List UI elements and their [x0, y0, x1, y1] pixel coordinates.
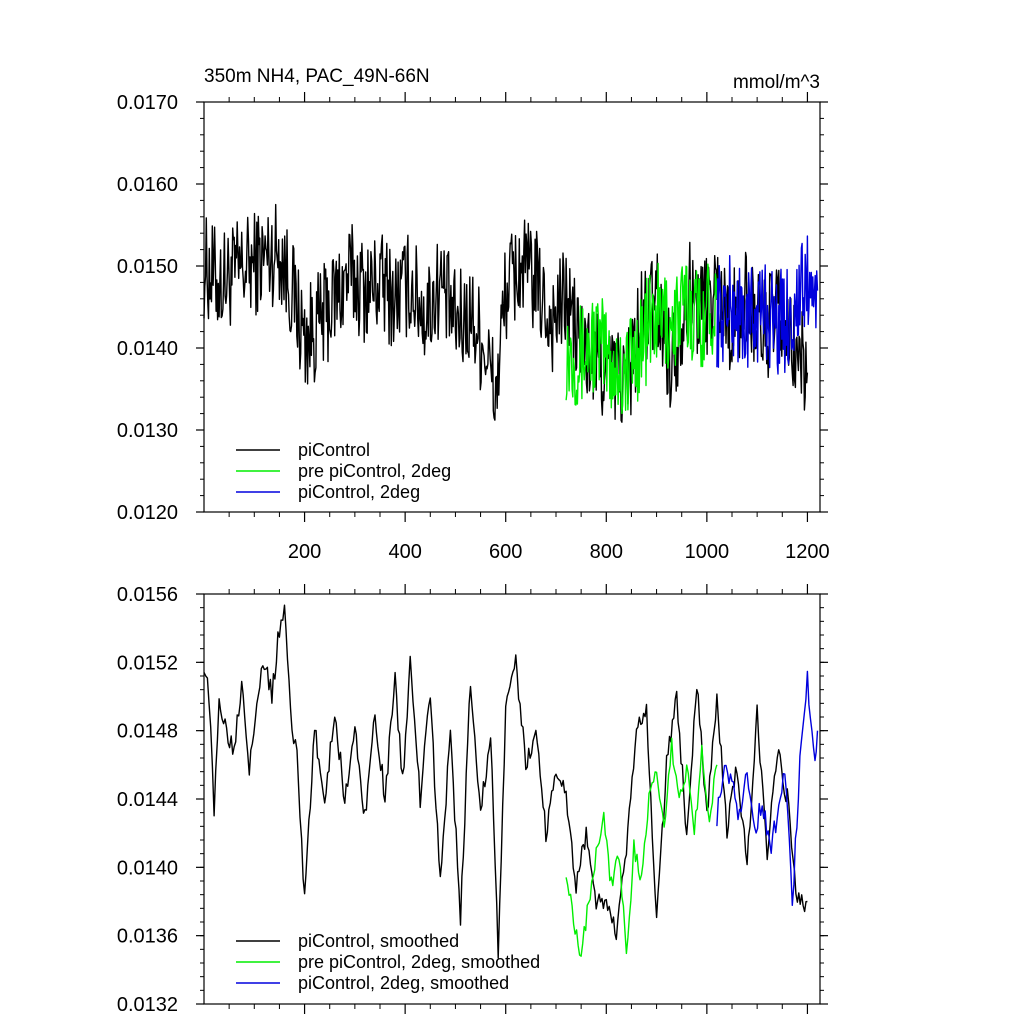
- y-tick-label: 0.0170: [117, 92, 178, 114]
- series-line-1: [565, 262, 718, 415]
- y-tick-label: 0.0152: [117, 652, 178, 674]
- x-tick-label: 200: [288, 541, 321, 563]
- series-line-1: [565, 737, 718, 957]
- y-tick-label: 0.0132: [117, 994, 178, 1016]
- top-panel: 350m NH4, PAC_49N-66N mmol/m^3 0.01700.0…: [117, 66, 830, 563]
- bottom-panel: 0.0156 0.0152 0.0148 0.0144 0.0140 0.0136 0.01…: [117, 584, 828, 1016]
- legend-label: pre piControl, 2deg: [298, 461, 451, 481]
- x-tick-label: 1000: [685, 541, 730, 563]
- bottom-plot-frame: [203, 593, 821, 1005]
- legend-label: piControl, 2deg, smoothed: [298, 973, 509, 993]
- bottom-x-axis: [228, 584, 809, 1014]
- y-tick-label: 0.0150: [117, 256, 178, 278]
- x-tick-label: 800: [590, 541, 623, 563]
- legend-label: pre piControl, 2deg, smoothed: [298, 952, 540, 972]
- top-x-axis: 200 400 600 800 1000 1200: [228, 92, 830, 563]
- top-series-group: [203, 203, 819, 423]
- y-tick-label: 0.0140: [117, 857, 178, 879]
- legend-label: piControl, 2deg: [298, 482, 420, 502]
- y-tick-label: 0.0156: [117, 584, 178, 606]
- x-tick-label: 400: [388, 541, 421, 563]
- bottom-y-axis: 0.0156 0.0152 0.0148 0.0144 0.0140 0.0136 0.01…: [117, 584, 828, 1016]
- x-tick-label: 1200: [785, 541, 830, 563]
- x-tick-label: 600: [489, 541, 522, 563]
- chart-title: 350m NH4, PAC_49N-66N: [204, 66, 430, 87]
- series-line-2: [716, 670, 819, 906]
- y-tick-label: 0.0120: [117, 502, 178, 524]
- legend-label: piControl: [298, 440, 370, 460]
- y-tick-label: 0.0140: [117, 338, 178, 360]
- y-tick-label: 0.0160: [117, 174, 178, 196]
- y-tick-label: 0.0148: [117, 721, 178, 743]
- legend-label: piControl, smoothed: [298, 931, 459, 951]
- bottom-series-group: [203, 604, 819, 959]
- series-line-0: [203, 203, 809, 423]
- y-tick-label: 0.0136: [117, 926, 178, 948]
- series-line-2: [716, 235, 819, 375]
- series-line-0: [203, 604, 808, 959]
- units-label: mmol/m^3: [733, 72, 820, 93]
- y-tick-label: 0.0144: [117, 789, 178, 811]
- top-y-axis: 0.0170 0.0160 0.0150 0.0140 0.0130 0.0120: [117, 92, 828, 524]
- y-tick-label: 0.0130: [117, 420, 178, 442]
